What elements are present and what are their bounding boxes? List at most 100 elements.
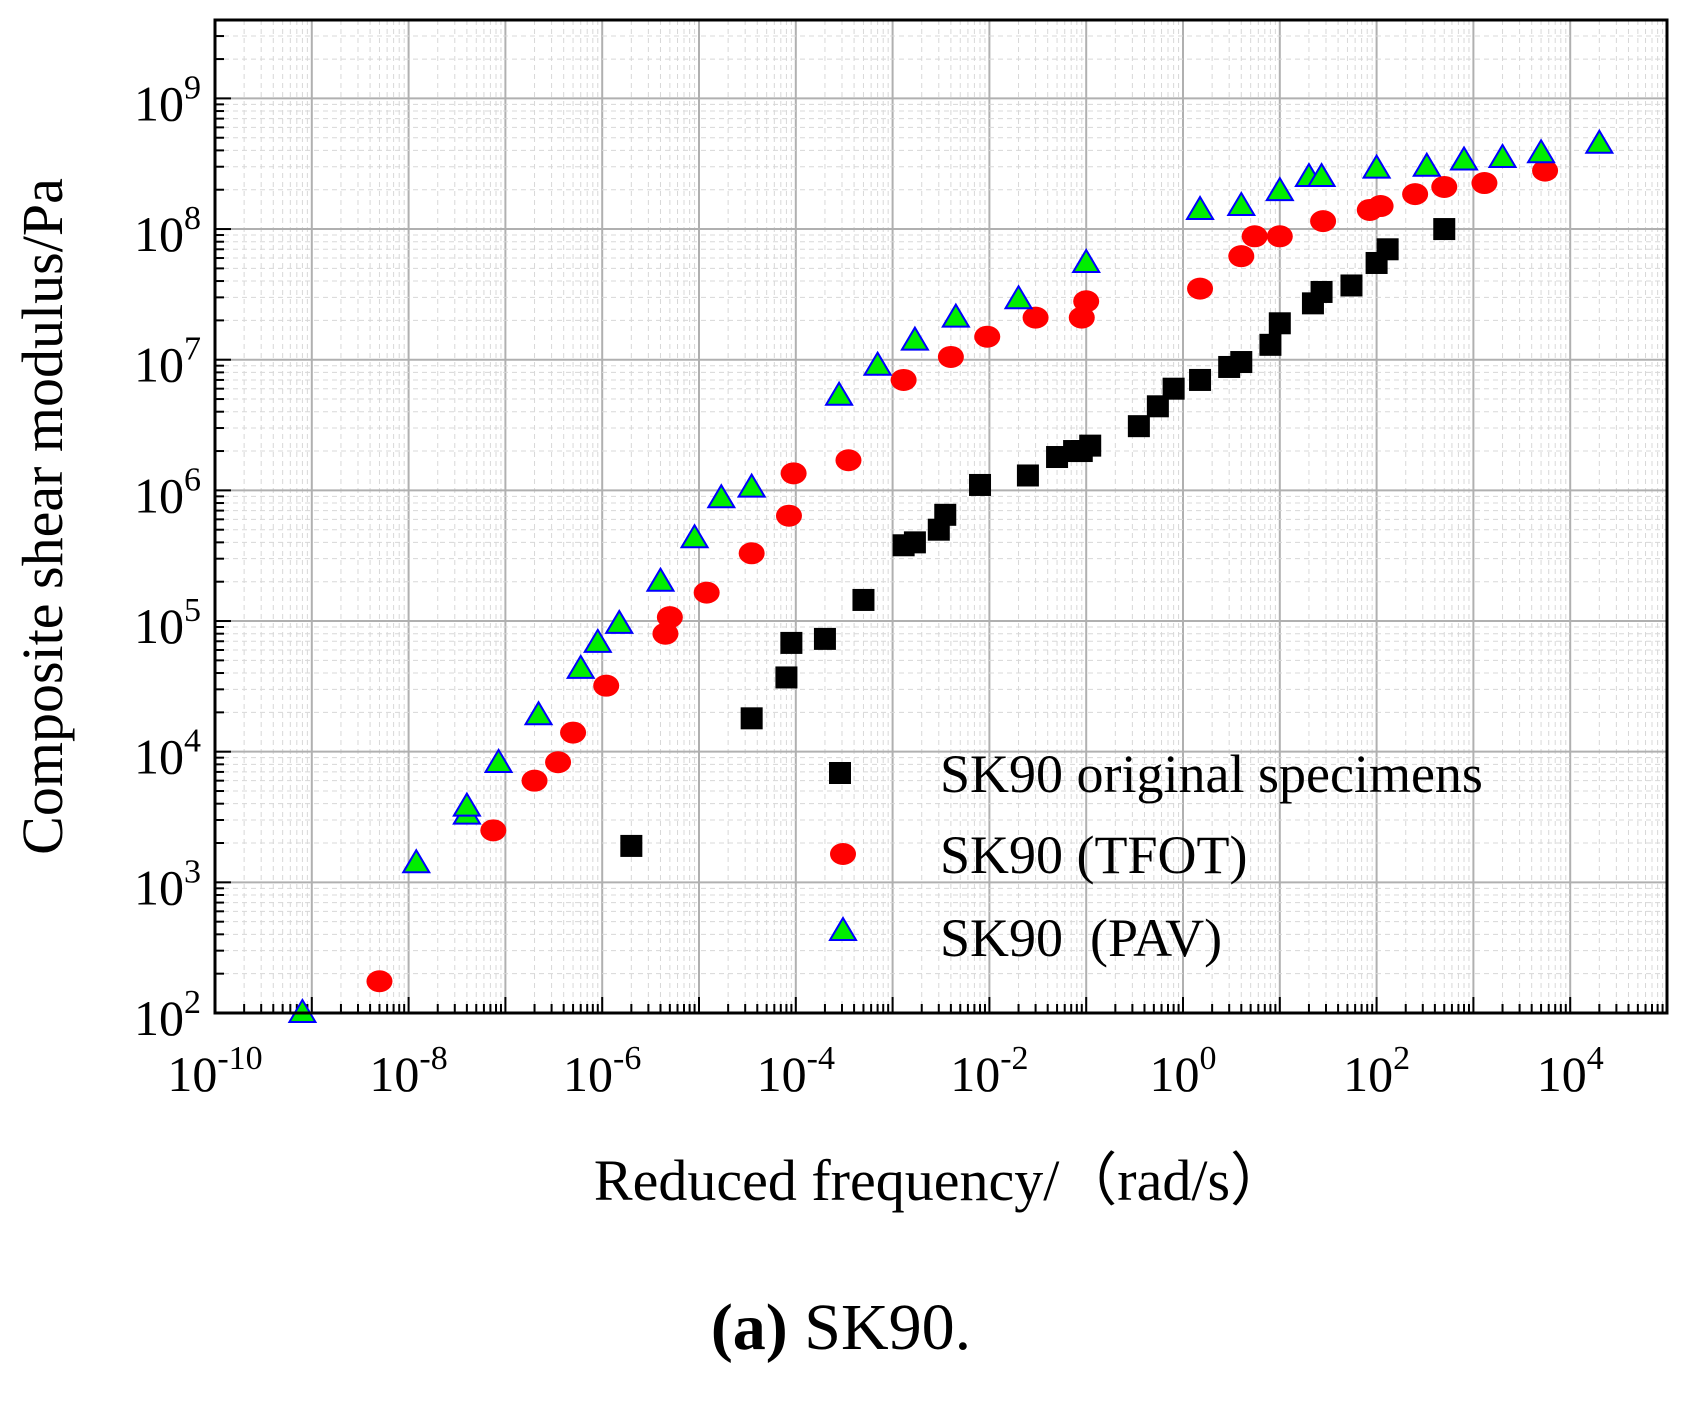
legend-item-original: SK90 original specimens — [829, 744, 1483, 804]
legend-marker-square — [829, 762, 851, 784]
data-point-pav — [583, 627, 613, 653]
data-point-pav — [452, 791, 482, 817]
x-tick-labels: 10-10 10-8 10-6 10-4 10-2 100 102 104 — [167, 1040, 1603, 1102]
data-point-tfot — [1022, 306, 1049, 329]
data-point-original — [740, 707, 763, 730]
data-point-pav — [523, 700, 554, 726]
data-point-original — [903, 531, 926, 554]
legend: SK90 original specimens SK90 (TFOT) SK90… — [828, 744, 1483, 968]
data-point-pav — [941, 302, 971, 328]
data-point-original — [813, 627, 836, 650]
data-point-original — [852, 588, 875, 611]
data-point-original — [1230, 351, 1253, 374]
data-point-pav — [401, 848, 432, 874]
data-point-pav — [679, 523, 710, 549]
data-point-pav — [1185, 194, 1215, 220]
series-original — [620, 218, 1456, 857]
data-point-pav — [1265, 176, 1295, 202]
data-point-tfot — [366, 970, 393, 993]
data-point-tfot — [1431, 175, 1458, 198]
chart: 10-10 10-8 10-6 10-4 10-2 100 102 104 102 103 104… — [10, 18, 1669, 1213]
data-point-tfot — [1187, 277, 1214, 300]
data-point-original — [969, 473, 992, 496]
data-point-original — [1189, 368, 1212, 391]
x-tick-label: 10-2 — [950, 1040, 1028, 1102]
legend-label-pav: SK90 (PAV) — [940, 908, 1222, 968]
data-point-pav — [900, 325, 930, 351]
data-point-original — [1376, 238, 1399, 261]
data-point-tfot — [656, 606, 683, 629]
x-tick-label: 10-6 — [563, 1040, 641, 1102]
data-point-tfot — [560, 721, 587, 744]
data-point-tfot — [1241, 225, 1268, 248]
data-point-original — [1268, 312, 1291, 335]
legend-label-original: SK90 original specimens — [940, 744, 1483, 804]
data-point-pav — [1449, 145, 1479, 171]
caption-text: SK90. — [804, 1291, 972, 1364]
caption-label: (a) — [710, 1291, 788, 1364]
data-point-pav — [1003, 284, 1034, 310]
series-pav — [287, 128, 1615, 1023]
data-point-tfot — [480, 819, 507, 842]
series-tfot — [366, 159, 1559, 993]
y-tick-label: 102 — [134, 984, 201, 1046]
data-point-tfot — [1471, 172, 1498, 195]
y-tick-label: 105 — [134, 592, 201, 654]
data-point-tfot — [1310, 210, 1337, 233]
data-point-tfot — [835, 449, 862, 472]
data-point-original — [1127, 415, 1150, 438]
data-point-tfot — [1367, 195, 1394, 218]
data-point-tfot — [738, 542, 765, 565]
data-point-original — [1016, 464, 1039, 487]
data-point-tfot — [693, 581, 720, 604]
plot-area — [287, 128, 1615, 1023]
data-point-pav — [565, 653, 596, 679]
legend-marker-circle — [830, 843, 856, 865]
data-point-original — [1310, 280, 1333, 303]
legend-marker-triangle — [828, 916, 858, 941]
data-point-tfot — [775, 504, 802, 527]
data-point-tfot — [1228, 245, 1255, 268]
y-tick-label: 109 — [134, 69, 201, 131]
data-point-tfot — [1266, 225, 1293, 248]
data-point-original — [1146, 395, 1169, 418]
legend-item-pav: SK90 (PAV) — [828, 908, 1222, 968]
data-point-pav — [862, 350, 893, 376]
y-axis-title: Composite shear modulus/Pa — [10, 178, 75, 855]
data-point-pav — [1487, 143, 1518, 168]
y-tick-label: 104 — [134, 723, 201, 785]
data-point-original — [780, 631, 803, 654]
data-point-original — [1079, 434, 1102, 457]
data-point-pav — [1071, 248, 1101, 273]
data-point-tfot — [780, 462, 807, 485]
data-point-tfot — [937, 345, 964, 368]
data-point-pav — [736, 472, 767, 498]
legend-label-tfot: SK90 (TFOT) — [940, 825, 1248, 885]
x-tick-label: 104 — [1537, 1040, 1604, 1102]
data-point-original — [1340, 274, 1363, 297]
data-point-pav — [604, 608, 634, 634]
data-point-tfot — [1073, 290, 1100, 313]
data-point-pav — [1306, 162, 1337, 188]
data-point-original — [934, 503, 957, 526]
data-point-pav — [1584, 128, 1615, 154]
data-point-pav — [1361, 153, 1392, 179]
data-point-tfot — [1402, 183, 1429, 206]
plot-frame — [213, 18, 1669, 1015]
data-point-tfot — [652, 622, 679, 645]
data-point-pav — [287, 998, 318, 1023]
data-point-original — [1046, 446, 1069, 469]
y-tick-labels: 102 103 104 105 106 107 108 109 — [134, 69, 201, 1046]
y-tick-label: 103 — [134, 853, 201, 915]
data-point-pav — [483, 747, 514, 773]
data-point-tfot — [545, 751, 572, 774]
data-point-tfot — [593, 674, 620, 697]
data-point-tfot — [1532, 159, 1559, 182]
y-tick-label: 108 — [134, 200, 201, 262]
data-point-original — [1259, 333, 1282, 356]
y-tick-label: 106 — [134, 461, 201, 523]
data-point-pav — [645, 566, 676, 592]
x-axis-title: Reduced frequency/（rad/s） — [594, 1148, 1288, 1213]
figure-caption: (a) SK90. — [0, 1290, 1682, 1366]
data-point-original — [775, 666, 798, 689]
